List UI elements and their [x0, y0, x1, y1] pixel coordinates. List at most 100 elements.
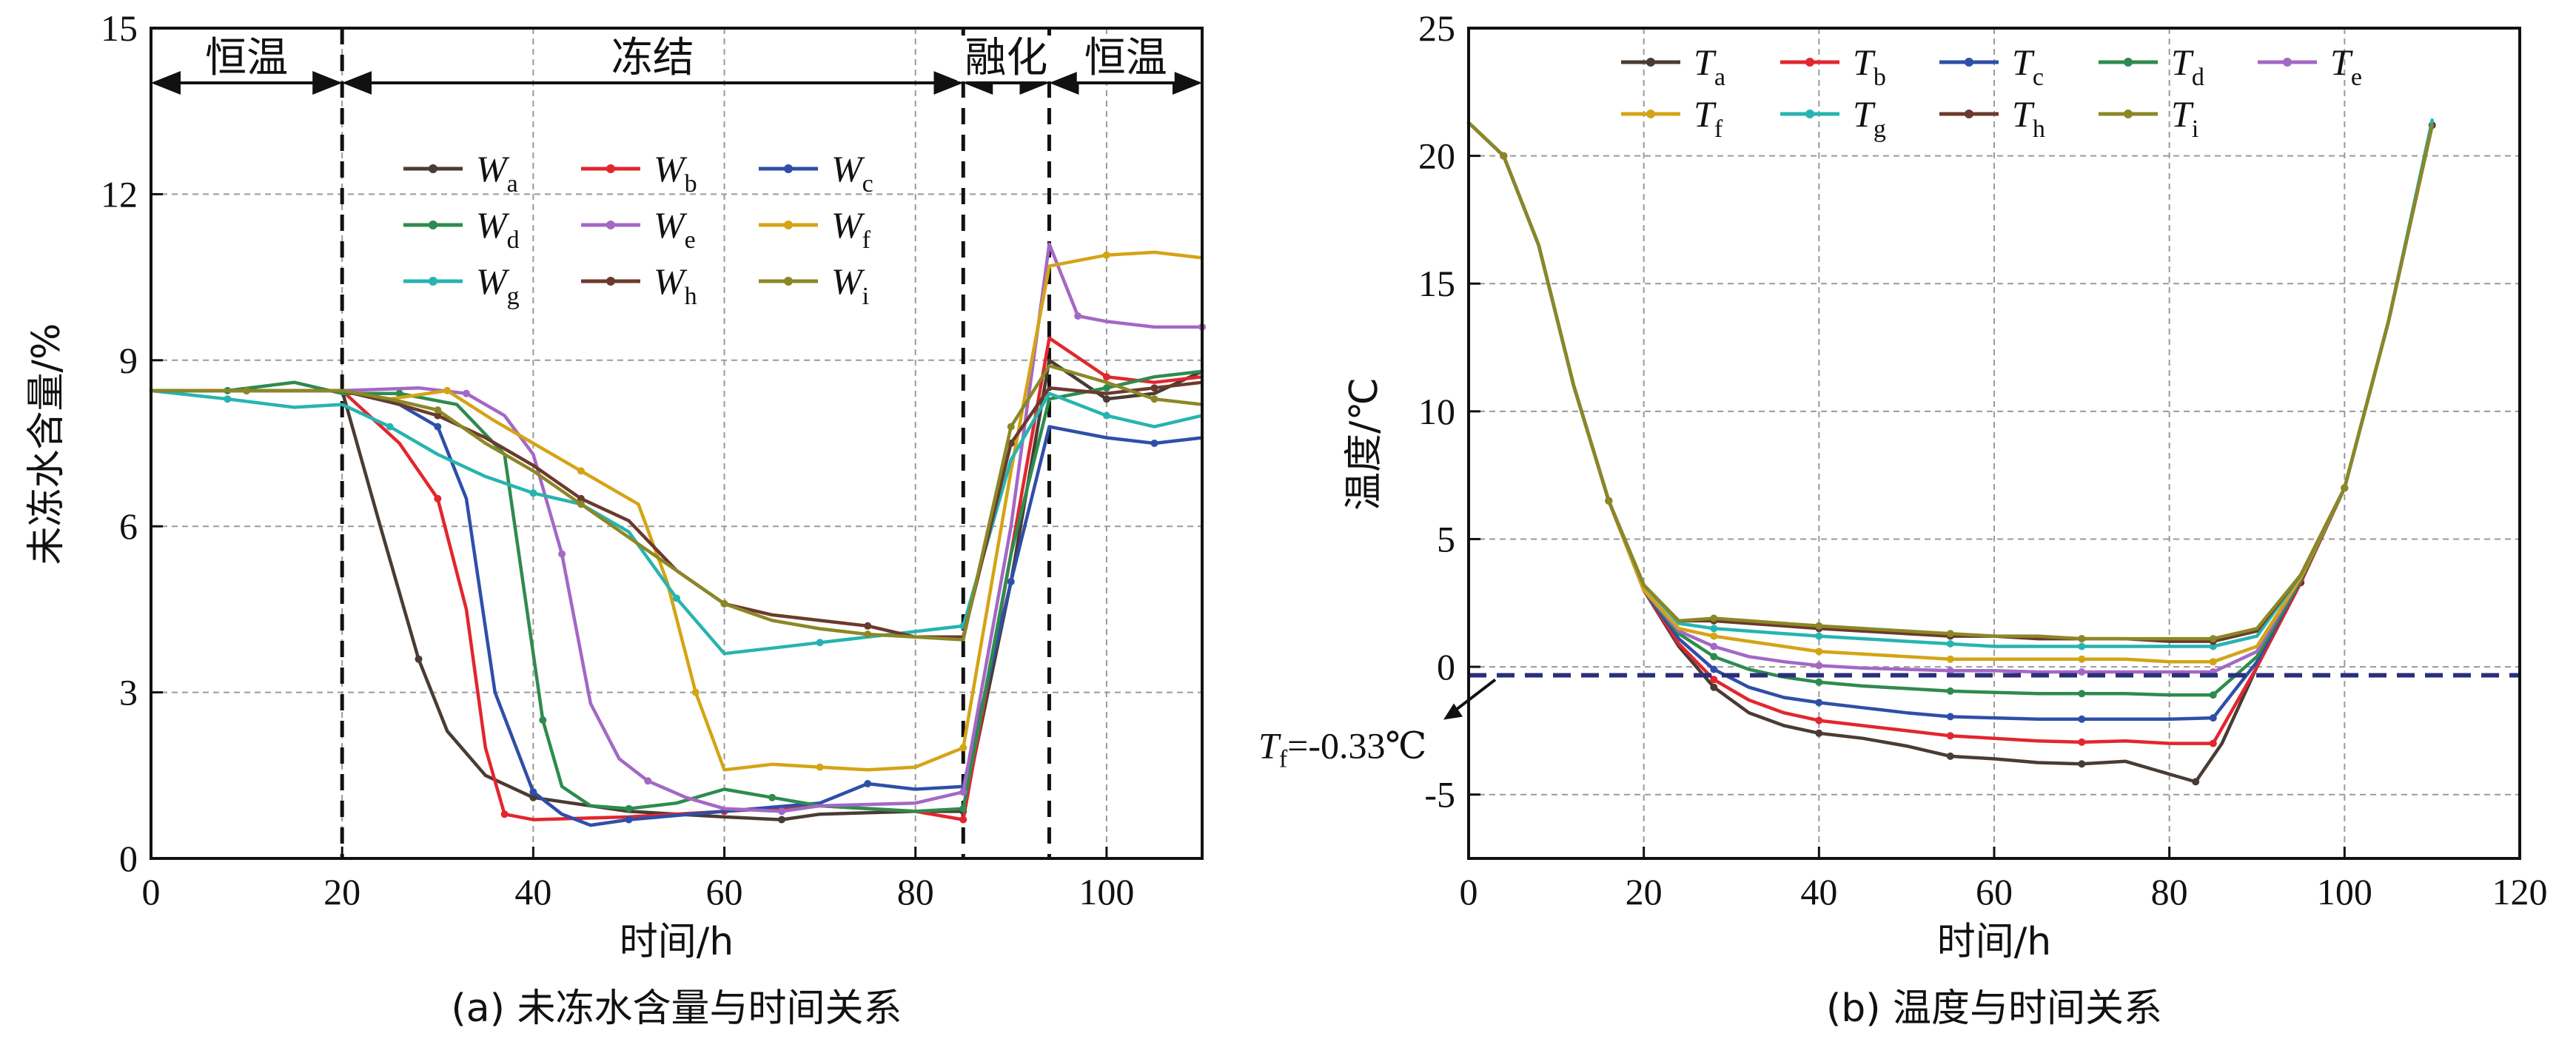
series-point-Te — [1815, 662, 1823, 670]
series-point-Tf — [1815, 648, 1823, 656]
series-point-Wc — [529, 788, 537, 796]
series-point-Tc — [2078, 715, 2086, 723]
series-point-Ta — [1815, 729, 1823, 737]
legend-label-sub: d — [2192, 64, 2204, 91]
series-point-Ti — [1815, 622, 1823, 630]
legend-label-main: T — [1853, 93, 1876, 135]
legend-label-main: T — [2012, 93, 2035, 135]
series-point-Wg — [529, 489, 537, 497]
legend-label-sub: h — [2033, 115, 2045, 143]
legend-label-main: W — [476, 148, 510, 189]
series-point-Ti — [1946, 630, 1954, 638]
series-point-Tb — [1710, 676, 1718, 684]
a-y-tick-label: 0 — [119, 838, 138, 879]
legend-label-Wd: Wd — [476, 204, 520, 254]
phase-label: 恒温 — [205, 34, 288, 82]
chart-b-series — [1466, 118, 2436, 786]
legend-label-sub: a — [507, 170, 518, 198]
legend-marker-Wf — [784, 221, 793, 229]
legend-label-main: W — [654, 148, 688, 189]
series-point-Tb — [2078, 738, 2086, 746]
legend-label-sub: f — [1714, 115, 1723, 143]
b-y-tick-label: 10 — [1418, 391, 1455, 432]
series-point-Ta — [1710, 683, 1718, 691]
series-line-Ta — [1466, 121, 2434, 784]
a-y-tick-label: 12 — [101, 173, 138, 215]
legend-label-main: T — [1853, 41, 1876, 83]
series-point-Tg — [1815, 632, 1823, 640]
legend-marker-Td — [2124, 58, 2133, 67]
series-point-Wa — [1102, 395, 1110, 403]
legend-label-main: W — [654, 204, 688, 246]
series-point-Ti — [1710, 614, 1718, 622]
legend-label-sub: c — [2033, 64, 2044, 91]
series-point-Wi — [243, 386, 251, 394]
series-point-Wf — [816, 763, 824, 771]
series-point-Wi — [577, 500, 585, 508]
legend-label-main: T — [1694, 41, 1717, 83]
legend-marker-Tf — [1646, 110, 1655, 118]
series-point-Tb — [1946, 732, 1954, 740]
b-x-tick-label: 40 — [1800, 871, 1837, 912]
chart-a-y-axis-title: 未冻水含量/% — [24, 323, 69, 565]
series-point-Ti — [2078, 635, 2086, 643]
series-point-Tc — [1815, 699, 1823, 707]
legend-marker-Ti — [2124, 110, 2133, 118]
series-point-Wd — [768, 793, 777, 801]
legend-label-Tf: Tf — [1694, 93, 1723, 143]
legend-label-Td: Td — [2171, 41, 2204, 91]
series-point-We — [1074, 312, 1082, 320]
series-line-Wg — [149, 389, 1204, 656]
phase-label-bg — [1076, 36, 1175, 81]
series-point-Wd — [959, 804, 967, 813]
series-point-Wa — [529, 793, 537, 801]
phase-label: 冻结 — [611, 34, 694, 82]
series-point-Td — [2078, 690, 2086, 698]
freezing-label-sub: f — [1279, 745, 1288, 773]
series-point-Wb — [434, 494, 442, 502]
legend-marker-Tb — [1805, 58, 1814, 67]
legend-label-main: T — [2012, 41, 2035, 83]
series-point-Tc — [1710, 665, 1718, 673]
series-point-Wa — [415, 655, 423, 663]
series-point-We — [959, 788, 967, 796]
legend-label-Wa: Wa — [476, 148, 518, 198]
legend-label-sub: e — [2351, 64, 2362, 91]
a-x-tick-label: 80 — [897, 871, 934, 912]
legend-marker-Wc — [784, 164, 793, 173]
legend-label-main: W — [831, 204, 865, 246]
legend-label-main: W — [476, 204, 510, 246]
series-line-Wc — [149, 389, 1204, 827]
b-x-tick-label: 80 — [2151, 871, 2188, 912]
b-y-tick-label: 25 — [1418, 7, 1455, 49]
legend-marker-Wd — [429, 221, 437, 229]
legend-label-Ta: Ta — [1694, 41, 1725, 91]
series-point-Wb — [959, 816, 967, 824]
series-point-We — [644, 777, 652, 785]
legend-label-sub: h — [685, 283, 697, 310]
legend-label-main: W — [831, 260, 865, 302]
series-point-Wf — [959, 744, 967, 752]
legend-label-We: We — [654, 204, 696, 254]
series-point-Wi — [434, 406, 442, 414]
chart-a-phase-lines — [340, 28, 1051, 858]
chart-a-ticks: 0 3 6 9 12 15 0 20 40 60 80 100 — [101, 7, 1134, 912]
series-point-Wh — [434, 411, 442, 420]
freezing-label-main: T — [1258, 724, 1281, 766]
a-x-tick-label: 20 — [323, 871, 360, 912]
legend-label-main: T — [2171, 41, 2194, 83]
chart-b-ticks: -5 0 5 10 15 20 25 0 20 40 60 80 100 120 — [1418, 7, 2548, 912]
b-y-tick-label: 0 — [1437, 646, 1455, 687]
phase-label-bg — [957, 36, 1056, 81]
series-point-Ti — [2341, 484, 2349, 492]
b-x-tick-label: 0 — [1460, 871, 1478, 912]
series-line-We — [149, 242, 1204, 813]
legend-marker-Te — [2283, 58, 2292, 67]
series-point-Wb — [500, 810, 509, 818]
a-y-tick-label: 6 — [119, 505, 138, 547]
series-point-We — [558, 550, 566, 558]
series-point-Wc — [625, 816, 633, 824]
legend-label-Tg: Tg — [1853, 93, 1886, 143]
series-point-Wg — [1102, 411, 1110, 420]
series-point-Wf — [1102, 251, 1110, 259]
